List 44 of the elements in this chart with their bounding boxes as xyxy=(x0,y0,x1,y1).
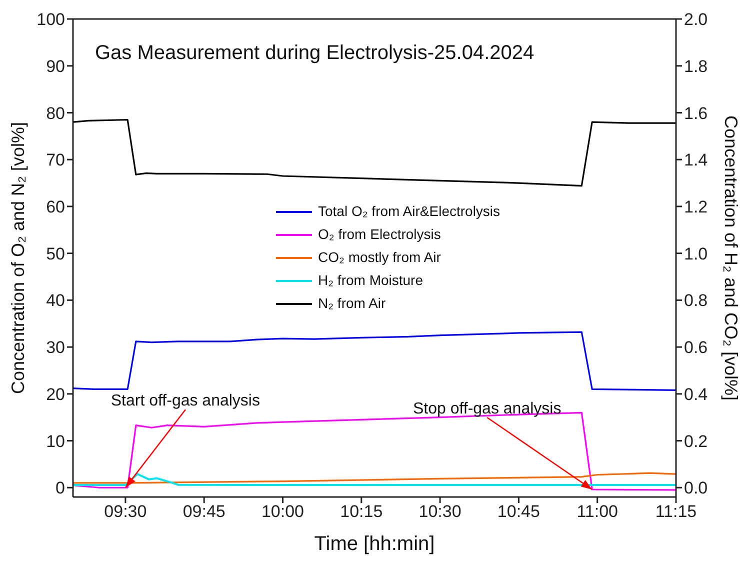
line-series xyxy=(73,473,676,486)
y2-tick-label: 1.2 xyxy=(684,197,708,216)
x-tick-label: 10:00 xyxy=(261,502,304,522)
line-series xyxy=(73,331,676,391)
y-axis-title: Concentration of O₂ and N₂ [vol%] xyxy=(8,122,28,394)
y2-tick-label: 0.0 xyxy=(684,478,708,498)
x-tick-label: 10:15 xyxy=(340,502,383,522)
y-tick-label: 40 xyxy=(46,291,65,310)
x-axis-title: Time [hh:min] xyxy=(314,533,435,555)
y2-axis-title: Concentration of H₂ and CO₂ [vol%] xyxy=(721,115,741,401)
y-tick-label: 30 xyxy=(46,338,65,358)
legend-label: O₂ from Electrolysis xyxy=(318,225,441,244)
legend-label: N₂ from Air xyxy=(318,294,386,313)
y2-tick-label: 0.2 xyxy=(684,432,708,451)
y-tick-label: 80 xyxy=(46,104,65,123)
y-tick-label: 0 xyxy=(56,478,65,498)
legend-label: CO₂ mostly from Air xyxy=(318,248,441,267)
y-tick-label: 90 xyxy=(46,56,65,76)
y-tick-label: 20 xyxy=(46,384,65,404)
y-tick-label: 50 xyxy=(46,244,65,264)
y2-tick-label: 0.4 xyxy=(684,384,708,404)
x-tick-label: 09:30 xyxy=(104,502,147,522)
y2-tick-label: 1.0 xyxy=(684,244,708,264)
y2-tick-label: 2.0 xyxy=(684,10,708,30)
legend-label: H₂ from Moisture xyxy=(318,271,424,290)
x-tick-label: 10:45 xyxy=(497,502,540,522)
x-tick-label: 11:00 xyxy=(576,502,618,522)
x-tick-label: 11:15 xyxy=(655,502,697,522)
text: Gas Measurement during Electrolysis-25.04.2024 xyxy=(95,42,534,64)
line-series xyxy=(73,118,676,187)
annotation: Stop off-gas analysis xyxy=(412,400,562,418)
y-tick-label: 100 xyxy=(36,10,65,30)
x-tick-label: 10:30 xyxy=(418,502,462,522)
y-tick-label: 10 xyxy=(46,432,65,451)
y-tick-label: 70 xyxy=(46,150,65,170)
y-tick-label: 60 xyxy=(46,197,65,216)
y2-tick-label: 1.6 xyxy=(684,104,708,123)
annotation: Start off-gas analysis xyxy=(110,392,260,410)
x-tick-label: 09:45 xyxy=(182,502,226,522)
y2-tick-label: 1.8 xyxy=(684,56,708,76)
legend-label: Total O₂ from Air&Electrolysis xyxy=(318,202,500,221)
y2-tick-label: 1.4 xyxy=(684,150,708,170)
y2-tick-label: 0.8 xyxy=(684,291,708,310)
y2-tick-label: 0.6 xyxy=(684,338,708,358)
